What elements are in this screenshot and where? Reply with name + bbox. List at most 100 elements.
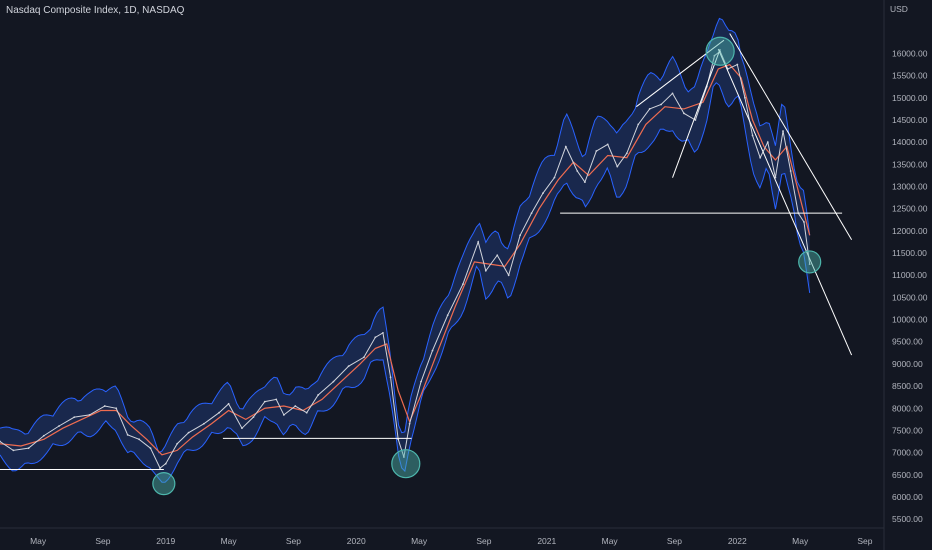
- price-point: [744, 96, 746, 99]
- price-point: [126, 433, 129, 436]
- y-tick-label: 13000.00: [892, 182, 928, 192]
- price-point: [751, 134, 754, 137]
- price-point: [88, 414, 91, 416]
- y-tick-label: 12500.00: [892, 204, 928, 214]
- price-point: [12, 449, 15, 452]
- price-point: [305, 411, 308, 414]
- price-point: [263, 400, 266, 403]
- y-tick-label: 5500.00: [892, 514, 923, 524]
- price-point: [282, 414, 285, 416]
- trend-line[interactable]: [672, 48, 721, 178]
- y-tick-label: 8500.00: [892, 381, 923, 391]
- price-point: [103, 405, 106, 407]
- y-tick-label: 16000.00: [892, 48, 928, 58]
- price-point: [789, 170, 792, 172]
- price-point: [803, 221, 805, 223]
- price-point: [808, 263, 811, 266]
- y-tick-label: 14000.00: [892, 137, 928, 147]
- y-tick-label: 10500.00: [892, 292, 928, 302]
- x-tick-label: May: [221, 536, 238, 546]
- price-point: [553, 176, 556, 179]
- x-tick-label: Sep: [476, 536, 491, 546]
- price-point: [408, 422, 411, 425]
- bollinger-band: [0, 17, 811, 483]
- band-lower: [0, 82, 811, 483]
- price-point: [389, 376, 392, 379]
- price-point: [496, 254, 499, 257]
- x-tick-label: 2022: [728, 536, 747, 546]
- highlight-circle[interactable]: [152, 472, 176, 496]
- price-point: [374, 336, 377, 339]
- x-tick-label: Sep: [95, 536, 110, 546]
- price-point: [382, 331, 384, 334]
- price-point: [187, 431, 190, 434]
- x-tick-label: Sep: [286, 536, 301, 546]
- y-tick-label: 9500.00: [892, 337, 923, 347]
- price-point: [202, 422, 205, 425]
- price-point: [660, 103, 662, 106]
- y-tick-label: 8000.00: [892, 403, 923, 413]
- price-point: [275, 398, 278, 401]
- y-tick-label: 14500.00: [892, 115, 928, 125]
- y-tick-label: 11500.00: [892, 248, 927, 258]
- price-point: [58, 425, 60, 427]
- price-point: [73, 416, 76, 419]
- price-point: [782, 130, 784, 132]
- highlight-circle[interactable]: [705, 36, 735, 66]
- price-point: [420, 380, 422, 383]
- trend-line[interactable]: [717, 48, 853, 356]
- price-point: [42, 434, 45, 437]
- price-point: [362, 356, 365, 359]
- price-point: [616, 165, 619, 168]
- y-tick-label: 15500.00: [892, 71, 928, 81]
- price-point: [138, 438, 140, 441]
- price-point: [402, 456, 405, 458]
- price-axis[interactable]: USD 16000.00 15500.00 15000.00 14500.00 14000…: [883, 0, 928, 550]
- y-tick-label: 6500.00: [892, 470, 923, 480]
- x-tick-label: Sep: [667, 536, 682, 546]
- price-point: [115, 407, 118, 410]
- currency-label: USD: [890, 4, 908, 14]
- band-upper: [0, 17, 811, 454]
- price-point: [227, 402, 230, 405]
- moving-average-line: [0, 63, 811, 456]
- x-tick-label: 2021: [537, 536, 556, 546]
- price-point: [332, 380, 335, 383]
- price-point: [446, 314, 449, 317]
- band-fill: [0, 18, 810, 483]
- price-point: [477, 241, 480, 243]
- price-point: [625, 152, 628, 155]
- x-tick-label: Sep: [857, 536, 872, 546]
- highlight-circle[interactable]: [798, 250, 822, 274]
- y-tick-label: 7000.00: [892, 448, 923, 458]
- price-point: [347, 365, 350, 368]
- trend-line[interactable]: [729, 33, 853, 240]
- drawing-annotations: [0, 33, 853, 496]
- x-tick-label: 2019: [156, 536, 175, 546]
- x-tick-label: 2020: [347, 536, 366, 546]
- price-point: [0, 440, 1, 443]
- price-point: [671, 92, 674, 95]
- price-point: [431, 349, 434, 352]
- price-point: [736, 63, 739, 66]
- price-point: [759, 156, 762, 159]
- y-tick-label: 6000.00: [892, 492, 923, 502]
- y-tick-label: 10000.00: [892, 315, 928, 325]
- trend-line[interactable]: [636, 39, 725, 108]
- price-point: [27, 447, 30, 450]
- time-axis[interactable]: May Sep 2019 May Sep 2020 May Sep 2021 May Sep 2022…: [0, 527, 884, 546]
- price-point: [507, 274, 510, 277]
- price-point: [159, 467, 161, 470]
- price-point: [462, 283, 464, 285]
- price-point: [484, 269, 487, 272]
- price-point: [606, 143, 609, 146]
- price-point: [176, 442, 179, 445]
- price-point: [648, 108, 651, 110]
- price-point: [583, 181, 586, 183]
- y-tick-label: 13500.00: [892, 159, 928, 169]
- highlight-circle[interactable]: [391, 449, 421, 479]
- x-tick-label: May: [792, 536, 809, 546]
- y-tick-label: 11000.00: [892, 270, 927, 280]
- price-point: [294, 405, 297, 407]
